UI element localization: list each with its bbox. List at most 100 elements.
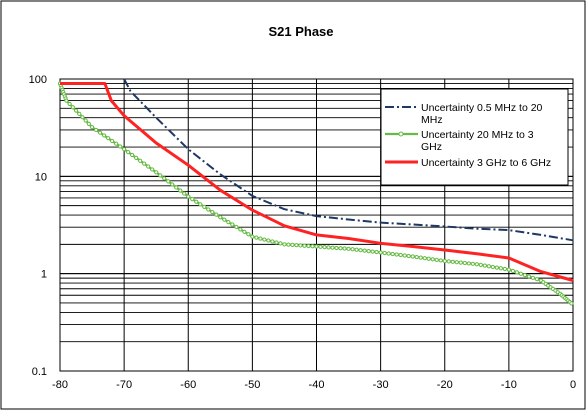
series-marker-1 [334, 245, 339, 251]
series-marker-1 [346, 246, 351, 251]
series-marker-1 [366, 249, 371, 254]
series-marker-1 [126, 149, 131, 155]
series-marker-1 [502, 266, 507, 272]
series-marker-1 [466, 261, 471, 266]
series-marker-1 [146, 164, 151, 169]
series-marker-1 [318, 244, 323, 249]
series-marker-1 [522, 272, 528, 278]
series-marker-1 [306, 243, 311, 249]
series-marker-1 [394, 252, 399, 257]
series-marker-1 [326, 245, 331, 250]
series-marker-1 [170, 182, 175, 187]
series-marker-1 [142, 161, 147, 166]
series-marker-1 [478, 262, 483, 268]
series-line-2 [60, 82, 574, 282]
series-marker-1 [93, 127, 99, 133]
series-marker-1 [97, 130, 103, 135]
series-marker-1 [214, 212, 219, 217]
series-marker-1 [182, 191, 187, 196]
series-marker-1 [89, 125, 95, 130]
x-tick-label: 0 [570, 379, 576, 391]
series-marker-1 [494, 265, 499, 270]
series-marker-1 [310, 244, 315, 249]
series-marker-1 [569, 301, 574, 306]
plot-border [59, 78, 574, 372]
chart-title: S21 Phase [268, 24, 333, 39]
series-marker-1 [442, 258, 447, 264]
series-marker-1 [426, 256, 431, 261]
series-marker-1 [105, 136, 111, 141]
series-marker-1 [462, 260, 467, 266]
series-marker-1 [258, 236, 263, 241]
series-marker-1 [286, 242, 291, 247]
series-marker-1 [278, 241, 283, 246]
series-marker-1 [390, 251, 395, 257]
series-marker-1 [122, 147, 127, 152]
series-marker-1 [206, 207, 211, 212]
series-marker-1 [222, 217, 227, 222]
series-marker-1 [250, 234, 255, 239]
series-marker-1 [150, 167, 155, 172]
series-marker-1 [470, 261, 475, 266]
x-tick-label: -40 [309, 379, 325, 391]
series-marker-1 [202, 204, 207, 209]
series-marker-1 [422, 256, 427, 261]
series-marker-1 [430, 257, 435, 262]
series-marker-1 [270, 239, 275, 244]
series-marker-1 [194, 199, 199, 204]
axes: -80 -70 -60 -50 -40 -30 -20 -10 0 0.1 1 10 100 [29, 74, 576, 391]
series-marker-1 [101, 133, 107, 138]
series-marker-1 [418, 255, 423, 260]
series-marker-1 [386, 251, 391, 256]
series-marker-1 [198, 202, 203, 207]
series-marker-1 [510, 268, 515, 274]
series-marker-1 [370, 249, 375, 254]
series-marker-1 [342, 246, 347, 251]
series-marker-1 [450, 259, 455, 264]
series-marker-1 [322, 245, 327, 250]
series-marker-1 [474, 262, 479, 267]
series-marker-1 [374, 249, 379, 255]
series-marker-1 [534, 277, 540, 282]
series-marker-1 [514, 270, 519, 275]
x-tick-label: -80 [52, 379, 68, 391]
series-marker-1 [70, 105, 75, 110]
series-marker-1 [242, 229, 247, 234]
series-marker-1 [402, 253, 407, 258]
legend-label: Uncertainty 3 GHz to 6 GHz [421, 157, 551, 169]
series-marker-1 [406, 253, 411, 259]
y-tick-label: 1 [41, 269, 47, 281]
series-marker-1 [398, 252, 403, 258]
series-marker-1 [314, 244, 319, 249]
series-marker-1 [138, 158, 143, 163]
series-marker-1 [262, 237, 267, 242]
series-marker-1 [158, 173, 163, 178]
series-marker-1 [77, 111, 82, 116]
series-marker-1 [86, 121, 91, 126]
series-marker-1 [294, 243, 299, 248]
series-marker-1 [378, 250, 383, 255]
series-marker-1 [458, 260, 463, 265]
legend-label: Uncertainty 20 MHz to 3 [421, 129, 534, 141]
legend-label: MHz [421, 114, 443, 126]
series-marker-1 [446, 259, 451, 264]
y-tick-label: 0.1 [32, 366, 47, 378]
series-marker-1 [498, 266, 503, 271]
series-marker-1 [454, 260, 459, 265]
series-marker-1 [434, 257, 439, 262]
series-marker-1 [254, 235, 259, 240]
series-marker-1 [134, 155, 139, 160]
series-marker-1 [354, 247, 359, 252]
series-marker-1 [186, 194, 191, 199]
x-tick-label: -30 [373, 379, 389, 391]
series-marker-1 [174, 185, 179, 190]
series-marker-1 [234, 224, 239, 230]
y-tick-label: 100 [29, 74, 47, 86]
series-marker-1 [230, 222, 235, 227]
series-marker-1 [67, 101, 72, 107]
series-marker-1 [218, 215, 223, 220]
series-line-0 [123, 78, 574, 242]
legend-label: Uncertainty 0.5 MHz to 20 [421, 102, 543, 114]
